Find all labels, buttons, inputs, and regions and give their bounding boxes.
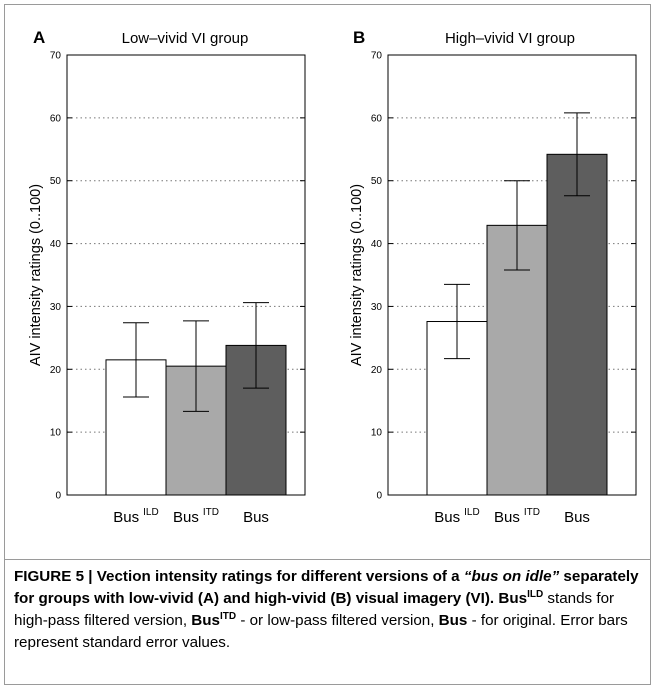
y-tick-label: 20 (371, 365, 383, 376)
x-tick-label: Bus ITD (173, 507, 219, 526)
x-tick-label: Bus ITD (494, 507, 540, 526)
caption-segment: FIGURE 5 | Vection intensity ratings for… (14, 568, 464, 585)
caption-segment: separately for groups with low-vivid (A)… (14, 568, 639, 607)
y-tick-label: 50 (371, 176, 383, 187)
bar (546, 153, 608, 496)
figure-caption: FIGURE 5 | Vection intensity ratings for… (14, 566, 642, 654)
panel-label: A (33, 28, 45, 47)
caption-divider (4, 559, 651, 560)
y-tick-label: 20 (50, 365, 62, 376)
y-axis-label: AIV intensity ratings (0..100) (28, 184, 44, 366)
y-tick-label: 60 (371, 113, 383, 124)
x-tick-label: Bus (564, 509, 590, 526)
figure-frame: A Low–vivid VI group 0 10 20 30 40 50 60 70 Bus ILD… (4, 4, 651, 685)
caption-segment: - for original. Error bars represent sta… (14, 612, 628, 651)
figure-charts: A Low–vivid VI group 0 10 20 30 40 50 60 70 Bus ILD… (28, 28, 637, 526)
caption-segment: - or low-pass filtered version, (236, 612, 439, 629)
y-tick-label: 70 (50, 51, 62, 62)
y-tick-label: 10 (50, 428, 62, 439)
caption-segment: stands for high-pass filtered version, (14, 590, 615, 629)
y-axis-label: AIV intensity ratings (0..100) (349, 184, 365, 366)
y-tick-label: 10 (371, 428, 383, 439)
caption-segment: Bus (191, 612, 220, 629)
panel-label: B (353, 28, 365, 47)
y-tick-label: 0 (55, 491, 61, 502)
x-tick-label: Bus (243, 509, 269, 526)
caption-segment: ITD (219, 610, 237, 622)
x-tick-label: Bus ILD (113, 507, 158, 526)
plot-frame (66, 54, 306, 496)
y-tick-label: 50 (50, 176, 62, 187)
y-tick-label: 70 (371, 51, 383, 62)
panel-b: B High–vivid VI group 0 10 20 30 40 50 60 70 Bus IL… (349, 28, 637, 526)
y-tick-label: 0 (376, 491, 382, 502)
y-tick-label: 40 (371, 239, 383, 250)
y-tick-label: 30 (50, 302, 62, 313)
panel-a: A Low–vivid VI group 0 10 20 30 40 50 60 70 Bus ILD… (28, 28, 306, 526)
panel-title: High–vivid VI group (445, 30, 575, 47)
x-tick-label: Bus ILD (434, 507, 479, 526)
panel-title: Low–vivid VI group (122, 30, 249, 47)
caption-segment: Bus (498, 590, 528, 607)
caption-segment: “bus on idle” (463, 568, 560, 585)
caption-segment: ILD (527, 588, 544, 600)
plot-frame (387, 54, 637, 496)
caption-segment: Bus (438, 612, 468, 629)
y-tick-label: 30 (371, 302, 383, 313)
y-tick-label: 60 (50, 113, 62, 124)
y-tick-label: 40 (50, 239, 62, 250)
